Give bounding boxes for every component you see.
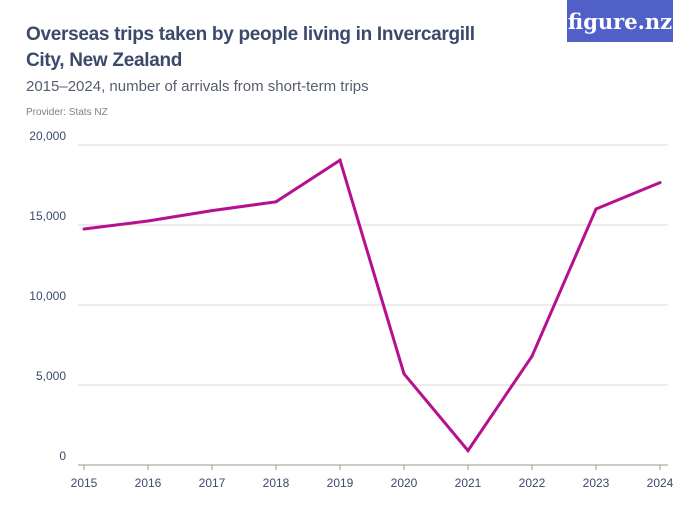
x-tick-label: 2024: [647, 476, 674, 490]
chart-title: Overseas trips taken by people living in…: [26, 24, 475, 71]
figure-nz-logo[interactable]: figure.nz: [567, 0, 673, 42]
chart-subtitle: 2015–2024, number of arrivals from short…: [26, 78, 369, 95]
x-tick-label: 2019: [327, 476, 354, 490]
y-tick-label: 0: [59, 449, 66, 463]
y-tick-label: 10,000: [29, 289, 66, 303]
y-tick-label: 5,000: [36, 369, 66, 383]
data-point: [146, 219, 150, 223]
x-tick-label: 2018: [263, 476, 290, 490]
x-tick-label: 2016: [135, 476, 162, 490]
x-tick-label: 2021: [455, 476, 482, 490]
x-tick-label: 2015: [71, 476, 98, 490]
x-tick-label: 2023: [583, 476, 610, 490]
data-point: [210, 209, 214, 213]
data-point: [530, 354, 534, 358]
data-point: [466, 449, 470, 453]
data-point: [594, 207, 598, 211]
series-line: [83, 157, 661, 454]
x-tick-label: 2017: [199, 476, 226, 490]
data-point: [402, 372, 406, 376]
x-tick-label: 2020: [391, 476, 418, 490]
y-tick-label: 15,000: [29, 209, 66, 223]
data-point: [274, 200, 278, 204]
data-point: [338, 158, 342, 162]
y-tick-label: 20,000: [29, 129, 66, 143]
data-point: [82, 227, 86, 231]
data-point: [658, 181, 662, 185]
x-tick-label: 2022: [519, 476, 546, 490]
provider-label: Provider: Stats NZ: [26, 107, 108, 118]
